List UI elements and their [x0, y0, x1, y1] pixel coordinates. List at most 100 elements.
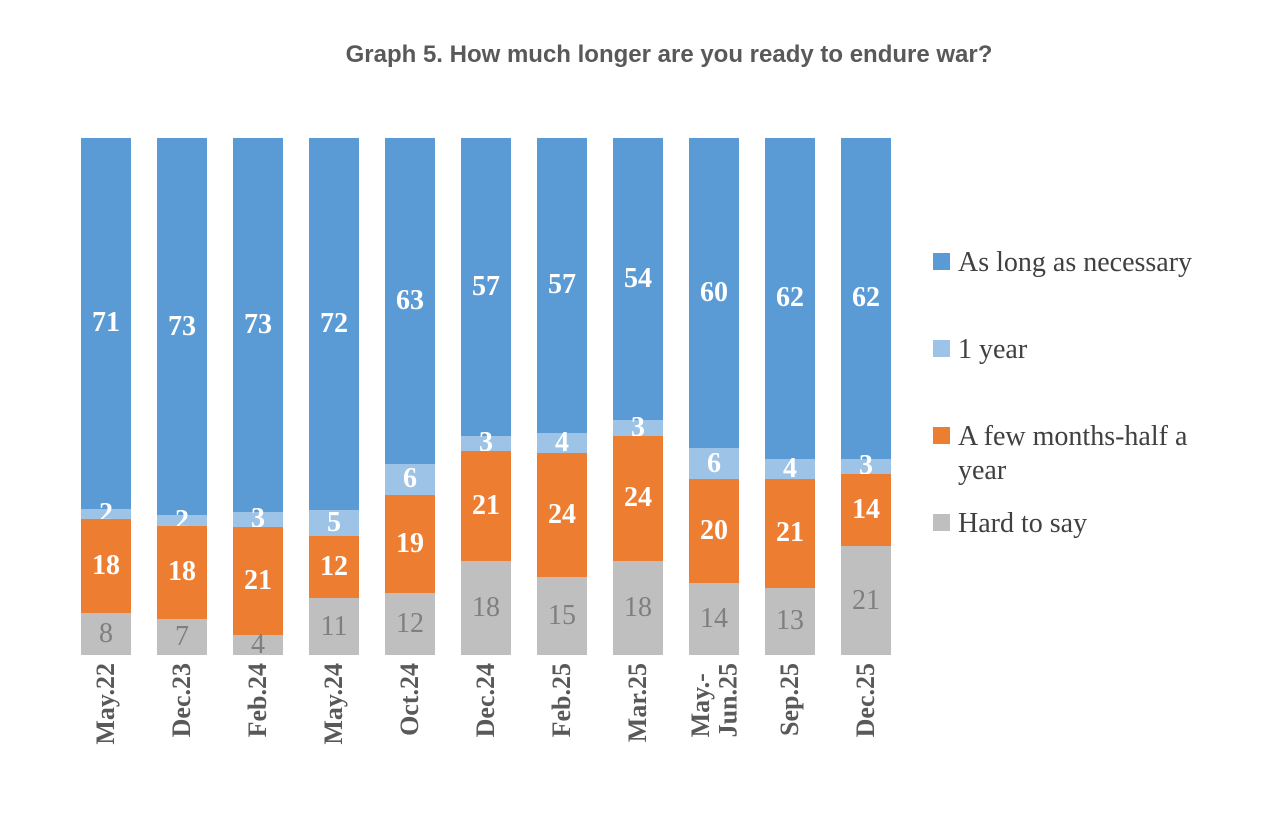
segment-value-label: 13	[776, 605, 804, 637]
bar-column: 73 3 21 4	[233, 138, 283, 658]
segment-value-label: 24	[624, 482, 652, 514]
bar-segment: 14	[841, 474, 891, 547]
bar-segment: 2	[81, 499, 131, 527]
bar-segment: 3	[613, 413, 663, 441]
x-axis-tick: May.24	[309, 663, 359, 795]
bar-segment: 4	[765, 454, 815, 482]
bar-column: 72 5 12 11	[309, 138, 359, 655]
bar-segment: 73	[233, 138, 283, 512]
bar-segment: 3	[461, 429, 511, 457]
bar-segment: 18	[461, 560, 511, 655]
bar-chart: 71 2 18 8 73 2 18 7 73 3 21 4 72 5 12 11 63 6 19 12 57 3 21 18 5…	[81, 138, 891, 658]
x-axis-label: May.24	[319, 663, 349, 745]
bar-segment: 18	[613, 560, 663, 655]
segment-value-label: 62	[776, 282, 804, 314]
bar-segment: 73	[157, 138, 207, 516]
legend-item: Hard to say	[933, 507, 1220, 541]
segment-value-label: 21	[776, 517, 804, 549]
x-axis-label: Dec.25	[851, 663, 881, 738]
legend: As long as necessary 1 year A few months-h…	[933, 246, 1233, 576]
bar-segment: 3	[233, 505, 283, 533]
bar-segment: 21	[233, 527, 283, 635]
legend-item: A few months-half a year	[933, 420, 1220, 487]
segment-value-label: 19	[396, 527, 424, 559]
bar-segment: 12	[309, 536, 359, 599]
segment-value-label: 12	[320, 551, 348, 583]
segment-value-label: 6	[403, 463, 417, 495]
segment-value-label: 5	[327, 507, 341, 539]
bar-segment: 8	[81, 613, 131, 655]
bar-segment: 21	[461, 451, 511, 561]
bar-segment: 62	[841, 138, 891, 459]
segment-value-label: 3	[251, 503, 265, 535]
segment-value-label: 15	[548, 600, 576, 632]
legend-item: 1 year	[933, 333, 1220, 367]
segment-value-label: 3	[479, 427, 493, 459]
x-axis-label: Feb.24	[243, 663, 273, 738]
bar-segment: 7	[157, 618, 207, 655]
bar-column: 71 2 18 8	[81, 138, 131, 655]
x-axis-label: Dec.24	[471, 663, 501, 738]
x-axis-tick: May.- Jun.25	[685, 663, 742, 795]
bar-segment: 15	[537, 577, 587, 655]
legend-label: A few months-half a year	[958, 421, 1188, 486]
bar-segment: 21	[841, 546, 891, 655]
segment-value-label: 14	[852, 494, 880, 526]
x-axis-tick: Feb.24	[233, 663, 283, 795]
bar-segment: 72	[309, 138, 359, 511]
segment-value-label: 12	[396, 607, 424, 639]
legend-swatch-icon	[933, 514, 950, 531]
segment-value-label: 63	[396, 284, 424, 316]
x-axis-label: May.22	[91, 663, 121, 745]
bar-segment: 54	[613, 138, 663, 420]
x-axis-tick: Dec.25	[841, 663, 891, 795]
segment-value-label: 18	[472, 591, 500, 623]
segment-value-label: 18	[624, 591, 652, 623]
x-axis-label: Sep.25	[775, 663, 805, 736]
segment-value-label: 4	[251, 628, 265, 660]
bar-segment: 63	[385, 138, 435, 464]
bar-column: 57 3 21 18	[461, 138, 511, 655]
segment-value-label: 4	[555, 427, 569, 459]
x-axis-tick: Mar.25	[613, 663, 663, 795]
segment-value-label: 7	[175, 620, 189, 652]
segment-value-label: 6	[707, 447, 721, 479]
x-axis-label: Mar.25	[623, 663, 653, 743]
segment-value-label: 57	[548, 269, 576, 301]
bar-column: 62 4 21 13	[765, 138, 815, 655]
legend-item: As long as necessary	[933, 246, 1220, 280]
bar-segment: 20	[689, 479, 739, 583]
bar-segment: 24	[537, 453, 587, 578]
bar-column: 63 6 19 12	[385, 138, 435, 655]
bar-segment: 18	[81, 519, 131, 614]
x-axis-tick: Sep.25	[765, 663, 815, 795]
segment-value-label: 57	[472, 270, 500, 302]
bar-segment: 12	[385, 592, 435, 655]
bar-column: 57 4 24 15	[537, 138, 587, 655]
segment-value-label: 20	[700, 514, 728, 546]
x-axis-tick: May.22	[81, 663, 131, 795]
segment-value-label: 21	[852, 584, 880, 616]
bar-column: 54 3 24 18	[613, 138, 663, 655]
segment-value-label: 21	[472, 490, 500, 522]
bar-segment: 4	[537, 429, 587, 457]
x-axis-label: Dec.23	[167, 663, 197, 738]
segment-value-label: 72	[320, 308, 348, 340]
x-axis-label: Feb.25	[547, 663, 577, 738]
bar-segment: 4	[233, 630, 283, 658]
x-axis-label: May.- Jun.25	[685, 663, 742, 738]
legend-label: 1 year	[958, 334, 1028, 365]
bar-segment: 6	[385, 463, 435, 495]
x-axis-tick: Dec.23	[157, 663, 207, 795]
segment-value-label: 18	[92, 550, 120, 582]
bar-segment: 5	[309, 507, 359, 539]
segment-value-label: 24	[548, 499, 576, 531]
bar-column: 62 3 14 21	[841, 138, 891, 655]
segment-value-label: 73	[244, 308, 272, 340]
bar-segment: 11	[309, 598, 359, 655]
bar-segment: 57	[537, 138, 587, 433]
bar-column: 60 6 20 14	[689, 138, 739, 655]
bar-segment: 24	[613, 435, 663, 561]
x-axis-tick: Oct.24	[385, 663, 435, 795]
